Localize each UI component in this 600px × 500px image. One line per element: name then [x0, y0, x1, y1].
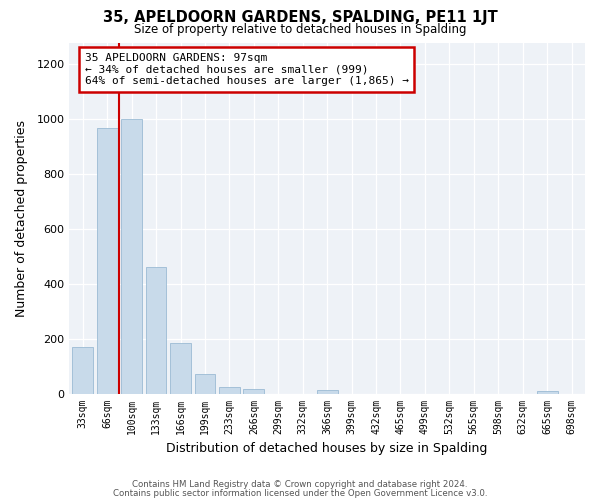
Bar [146, 268, 166, 394]
Text: Contains HM Land Registry data © Crown copyright and database right 2024.: Contains HM Land Registry data © Crown c… [132, 480, 468, 489]
Bar [219, 386, 240, 394]
Y-axis label: Number of detached properties: Number of detached properties [15, 120, 28, 316]
Text: 35, APELDOORN GARDENS, SPALDING, PE11 1JT: 35, APELDOORN GARDENS, SPALDING, PE11 1J… [103, 10, 497, 25]
Bar [317, 390, 338, 394]
Text: Contains public sector information licensed under the Open Government Licence v3: Contains public sector information licen… [113, 488, 487, 498]
Text: Size of property relative to detached houses in Spalding: Size of property relative to detached ho… [134, 22, 466, 36]
Text: 35 APELDOORN GARDENS: 97sqm
← 34% of detached houses are smaller (999)
64% of se: 35 APELDOORN GARDENS: 97sqm ← 34% of det… [85, 53, 409, 86]
Bar [170, 343, 191, 394]
Bar [244, 390, 264, 394]
Bar [537, 391, 557, 394]
Bar [73, 347, 93, 394]
Bar [194, 374, 215, 394]
Bar [121, 120, 142, 394]
Bar [97, 128, 118, 394]
X-axis label: Distribution of detached houses by size in Spalding: Distribution of detached houses by size … [166, 442, 488, 455]
